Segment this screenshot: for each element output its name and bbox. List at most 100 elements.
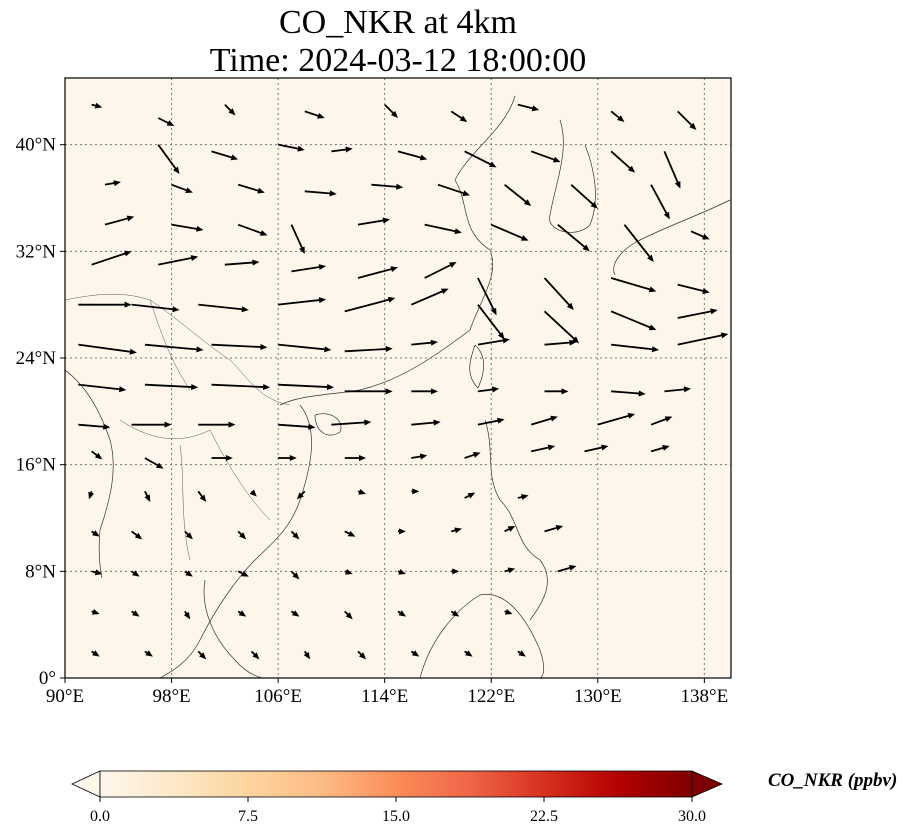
wind-arrow [104, 215, 135, 226]
wind-arrow [464, 650, 473, 657]
wind-arrow [543, 310, 580, 344]
wind-arrow [397, 568, 406, 575]
wind-arrow [184, 530, 193, 540]
colorbar-tick-label: 22.5 [530, 808, 558, 825]
wind-arrow [410, 288, 449, 306]
wind-arrow [357, 650, 367, 660]
x-tick-label: 106°E [254, 686, 302, 707]
wind-arrow [144, 490, 151, 502]
wind-arrow [570, 183, 598, 209]
wind-arrow [131, 610, 140, 617]
wind-arrow [131, 421, 172, 428]
wind-arrow [677, 308, 718, 319]
y-tick-label: 32°N [16, 241, 57, 262]
wind-arrow [677, 332, 729, 346]
wind-arrow [278, 297, 327, 306]
coastline-korea [549, 119, 596, 233]
wind-arrow [611, 343, 660, 353]
coastline-borneo [419, 594, 545, 678]
wind-arrow [517, 650, 526, 657]
wind-arrow [610, 150, 636, 173]
y-tick-label: 8°N [25, 561, 56, 582]
wind-arrow [650, 184, 670, 220]
wind-arrow [290, 570, 300, 580]
wind-arrow [78, 423, 111, 430]
wind-arrow [78, 383, 127, 393]
wind-arrow [291, 264, 327, 273]
wind-arrow [530, 150, 561, 163]
coastline-malay [203, 579, 263, 678]
wind-arrow [237, 183, 265, 194]
wind-arrow [237, 530, 247, 540]
gridlines [65, 78, 731, 678]
wind-arrow [531, 444, 556, 453]
x-tick-label: 114°E [361, 686, 408, 707]
wind-arrow [91, 530, 100, 537]
colorbar-extend-max [691, 770, 724, 798]
x-tick-label: 130°E [574, 686, 622, 707]
wind-arrow [290, 610, 300, 617]
concentration-field [65, 78, 731, 678]
coastline-indochina [159, 404, 312, 678]
wind-arrow [131, 530, 143, 540]
y-tick-label: 0° [39, 668, 56, 689]
wind-arrow [411, 339, 438, 346]
wind-arrow [437, 183, 470, 196]
wind-arrow [663, 150, 681, 189]
wind-arrow [131, 570, 140, 577]
x-tick-label: 138°E [681, 686, 729, 707]
wind-arrow [464, 492, 476, 499]
plot-title: CO_NKR at 4km [279, 4, 517, 41]
wind-arrow [517, 494, 529, 500]
wind-arrow [424, 262, 457, 279]
wind-arrow [91, 569, 103, 576]
colorbar-tick-label: 7.5 [238, 808, 258, 825]
wind-arrow [250, 650, 260, 660]
wind-arrow [278, 455, 297, 461]
wind-arrow [397, 150, 428, 161]
wind-arrow [344, 346, 393, 353]
x-axis-ticks: 90°E 98°E 106°E 114°E 122°E 130°E 138°E [46, 678, 728, 707]
wind-arrow [290, 224, 305, 254]
wind-arrow [88, 491, 95, 500]
wind-arrow [610, 277, 657, 293]
colorbar-tick-label: 0.0 [90, 808, 110, 825]
wind-arrow [557, 223, 590, 252]
wind-arrow [530, 415, 558, 426]
wind-arrow [543, 277, 574, 310]
wind-arrow [411, 419, 441, 426]
colorbar: 0.0 7.5 15.0 22.5 30.0 [71, 770, 724, 825]
wind-arrow [91, 650, 100, 657]
wind-arrow [157, 117, 175, 126]
wind-arrow [184, 570, 193, 577]
wind-arrow [544, 388, 569, 395]
wind-arrow [477, 277, 497, 316]
wind-arrow [211, 343, 268, 350]
wind-arrow [249, 489, 257, 497]
wind-arrow [517, 103, 540, 112]
plot-subtitle-time: Time: 2024-03-12 18:00:00 [209, 42, 587, 79]
wind-arrow [397, 610, 406, 617]
wind-arrow [357, 266, 398, 279]
wind-arrow [477, 386, 500, 393]
wind-arrow [371, 183, 404, 190]
wind-arrow [344, 455, 367, 461]
y-axis-ticks: 0° 8°N 16°N 24°N 32°N 40°N [16, 135, 65, 689]
y-tick-label: 40°N [16, 135, 57, 156]
wind-arrow [237, 223, 268, 236]
wind-arrow [357, 217, 391, 226]
wind-arrow [504, 526, 516, 533]
wind-arrow [597, 413, 636, 426]
wind-arrow [237, 570, 249, 577]
wind-arrow [278, 383, 335, 390]
wind-arrow [344, 568, 353, 575]
colorbar-tick-label: 15.0 [382, 808, 410, 825]
wind-arrow [224, 259, 260, 266]
wind-arrow [344, 610, 353, 620]
wind-arrow [78, 343, 137, 355]
wind-arrow [411, 453, 428, 460]
wind-arrow [303, 650, 311, 660]
wind-arrow [331, 419, 372, 426]
wind-arrow [611, 390, 646, 397]
